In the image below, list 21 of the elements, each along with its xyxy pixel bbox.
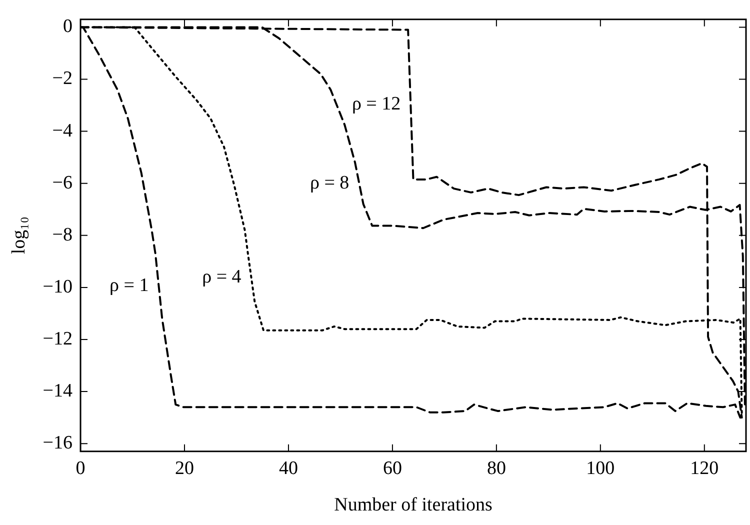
y-tick-label: −2	[52, 68, 73, 90]
y-axis-title: log₁₀	[8, 216, 30, 254]
y-tick-label: −6	[52, 172, 73, 194]
y-tick-label: 0	[63, 16, 73, 38]
x-tick-label: 20	[174, 458, 194, 479]
y-tick-label: −12	[42, 328, 73, 350]
x-axis-title: Number of iterations	[334, 494, 492, 516]
y-tick-label: −16	[42, 432, 73, 454]
x-tick-label: 100	[586, 458, 615, 479]
series-label: ρ = 12	[352, 94, 401, 115]
y-tick-label: −4	[52, 120, 74, 142]
x-tick-label: 60	[382, 458, 402, 479]
x-tick-label: 80	[486, 458, 506, 479]
series-label: ρ = 8	[310, 172, 350, 194]
y-tick-label: −14	[42, 380, 74, 402]
series-label: ρ = 1	[110, 275, 149, 296]
y-tick-label: −8	[52, 224, 73, 246]
x-tick-label: 40	[278, 458, 298, 479]
series-label: ρ = 4	[202, 266, 242, 288]
y-tick-label: −10	[42, 276, 73, 298]
x-tick-label: 120	[690, 458, 719, 479]
